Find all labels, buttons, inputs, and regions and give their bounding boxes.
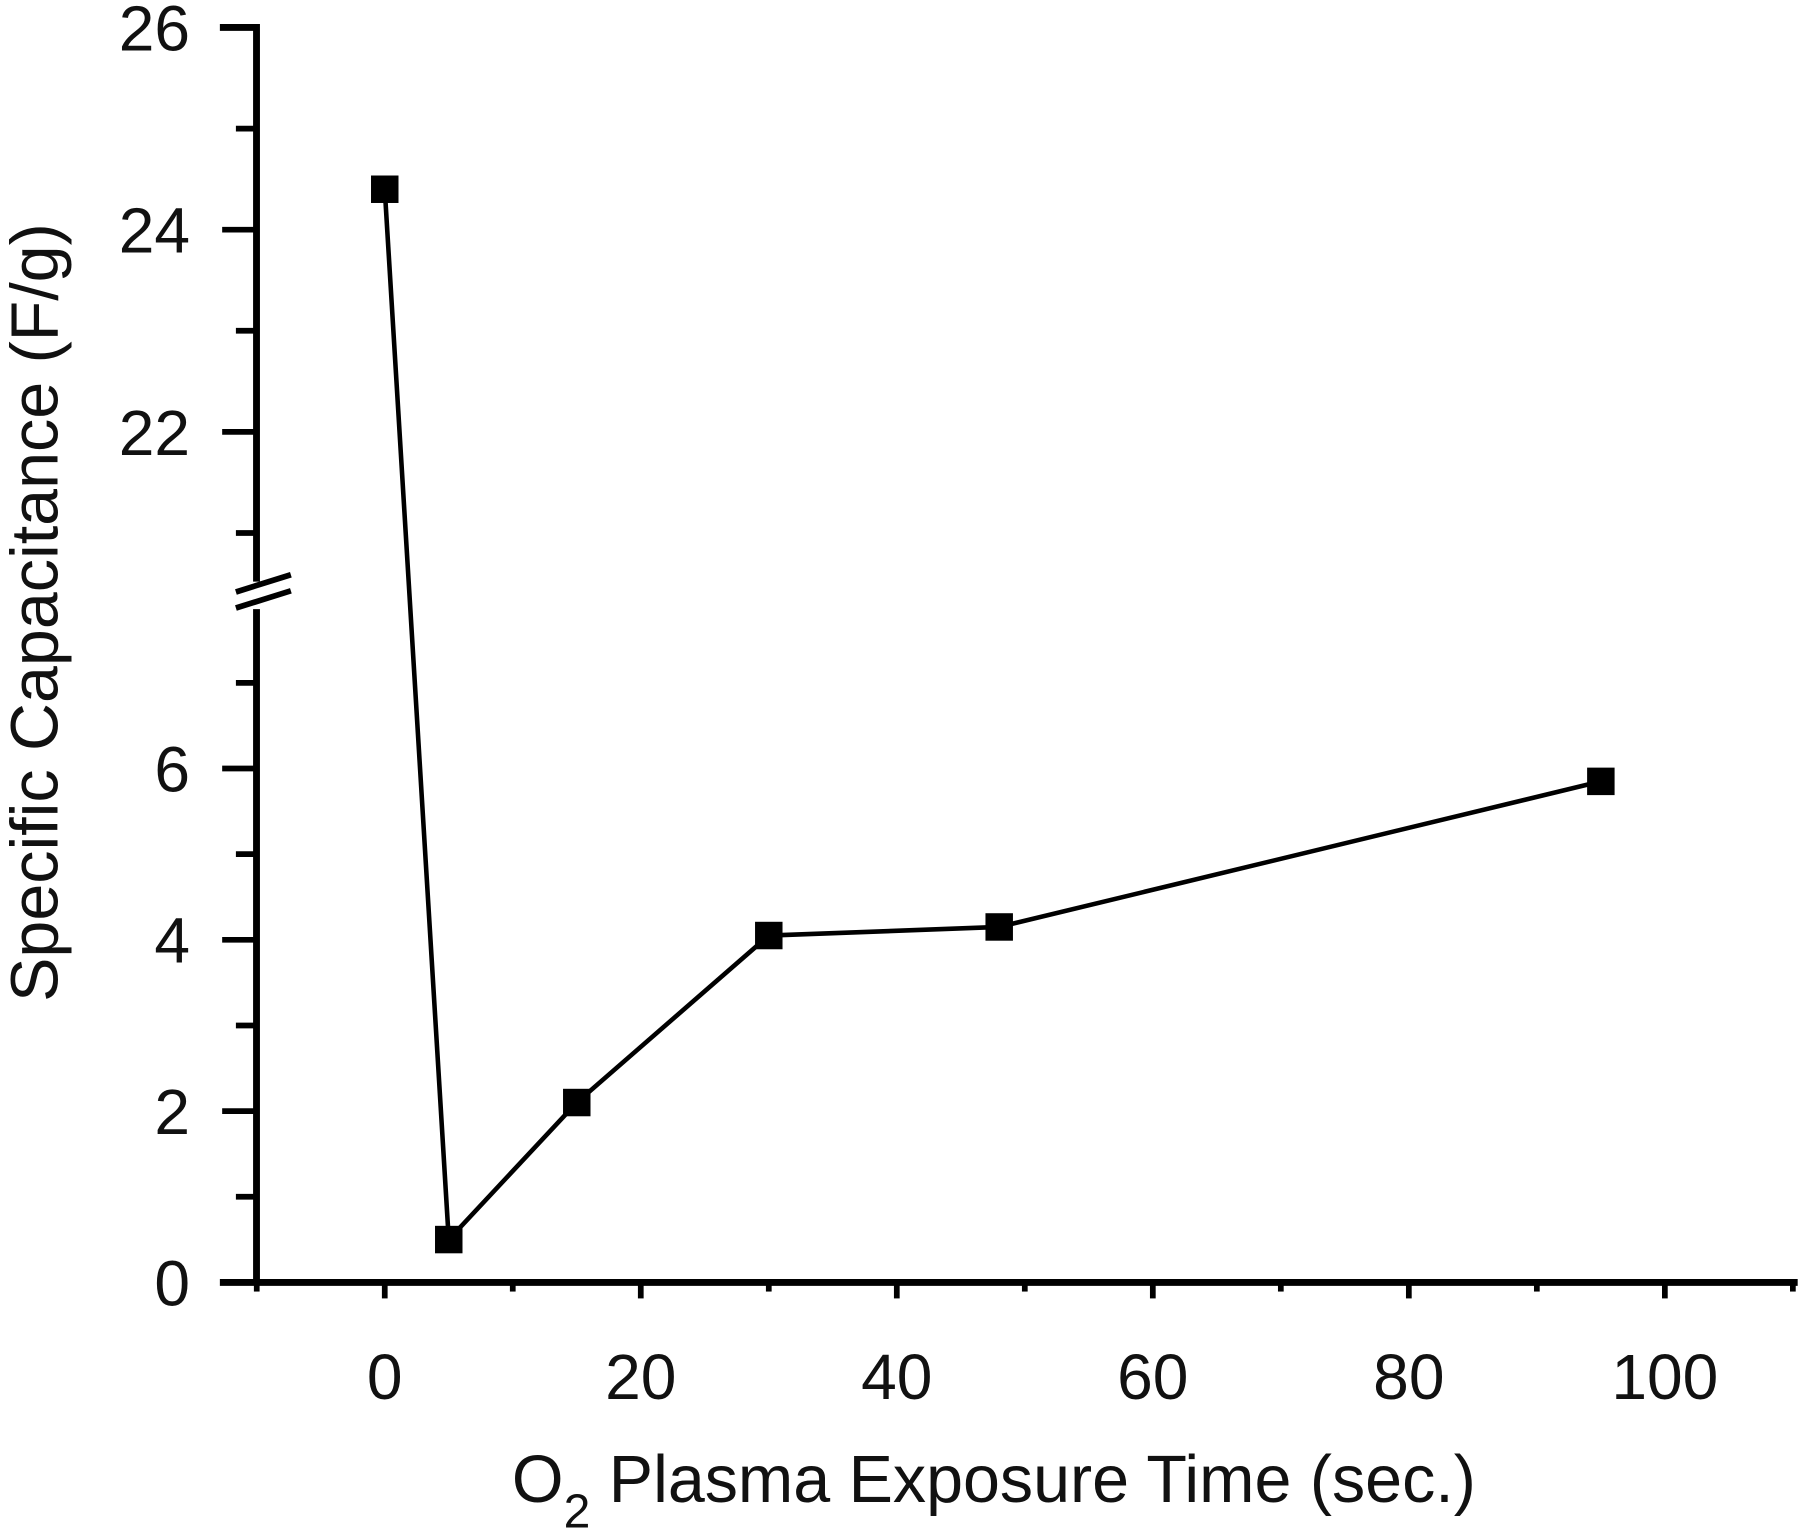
x-tick-label: 100 <box>1611 1341 1718 1413</box>
y-tick-label: 2 <box>154 1076 190 1148</box>
y-tick-label: 22 <box>119 397 190 469</box>
x-tick-label: 20 <box>605 1341 676 1413</box>
data-point-marker <box>755 921 783 950</box>
y-tick-label: 0 <box>154 1247 190 1319</box>
x-axis: 0 20 40 60 80 100 <box>219 1278 1798 1413</box>
y-axis-label: Specific Capacitance (F/g) <box>0 223 72 1002</box>
data-point-marker <box>1587 767 1615 796</box>
y-tick-label: 24 <box>119 195 190 267</box>
x-tick-label: 60 <box>1117 1341 1188 1413</box>
x-tick-label: 0 <box>367 1341 403 1413</box>
x-label-o: O <box>512 1443 564 1517</box>
data-point-marker <box>371 175 399 203</box>
x-tick-label: 40 <box>861 1341 932 1413</box>
x-label-subscript: 2 <box>564 1484 591 1532</box>
data-point-marker <box>985 913 1013 941</box>
data-point-marker <box>563 1088 591 1117</box>
x-tick-label: 80 <box>1373 1341 1444 1413</box>
x-axis-label: O2 Plasma Exposure Time (sec.) <box>512 1443 1476 1532</box>
axis-break-mark <box>235 588 292 611</box>
y-tick-label: 4 <box>154 905 190 977</box>
series-line <box>382 189 1602 1246</box>
y-tick-label: 6 <box>154 733 190 805</box>
axis-break-mark <box>235 572 292 595</box>
data-series <box>371 175 1615 1254</box>
y-tick-label: 26 <box>119 0 190 64</box>
data-point-marker <box>435 1225 463 1254</box>
x-label-rest: Plasma Exposure Time (sec.) <box>590 1443 1475 1517</box>
